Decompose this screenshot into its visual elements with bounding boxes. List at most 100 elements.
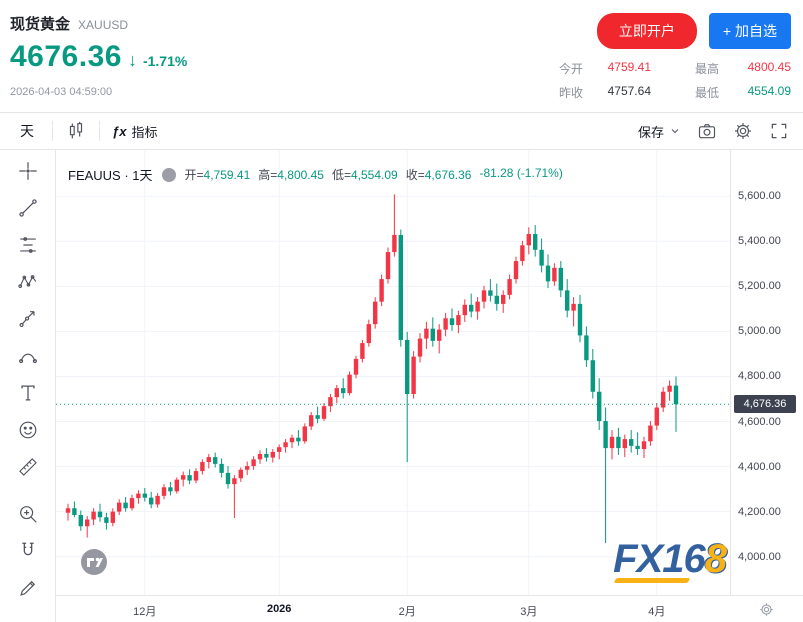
candlestick-style-icon[interactable] xyxy=(65,120,87,142)
tradingview-logo-icon[interactable] xyxy=(80,548,108,581)
candle-up xyxy=(283,439,288,453)
ruler-icon[interactable] xyxy=(12,452,44,482)
candle-up xyxy=(417,333,423,363)
candle-down xyxy=(577,294,583,343)
add-watchlist-button[interactable]: + 加自选 xyxy=(708,13,791,49)
candlestick-chart[interactable] xyxy=(56,150,730,595)
candle-up xyxy=(193,468,199,484)
candle-up xyxy=(206,453,211,469)
price-down-arrow-icon: ↓ xyxy=(127,50,137,70)
candle-up xyxy=(520,240,525,266)
candle-up xyxy=(622,434,627,458)
candle-down xyxy=(539,238,544,273)
candle-up xyxy=(129,494,135,511)
last-price: 4676.36 xyxy=(10,40,122,73)
candle-up xyxy=(309,412,314,431)
candle-up xyxy=(552,263,557,286)
stat-prev-close-label: 昨收 xyxy=(559,86,584,100)
xabcd-pattern-icon[interactable] xyxy=(12,267,44,297)
chart-plot[interactable]: FEAUUS · 1天 开=4,759.41 高=4,800.45 低=4,554.… xyxy=(56,150,730,595)
ohlc-item: 开=4,759.41 xyxy=(184,168,251,182)
camera-icon[interactable] xyxy=(697,121,717,141)
candle-down xyxy=(488,279,493,302)
interval-button[interactable]: 天 xyxy=(14,118,40,144)
candle-up xyxy=(65,503,71,521)
stat-prev-close: 昨收 4757.64 xyxy=(559,84,651,101)
candle-down xyxy=(430,317,435,347)
axis-corner xyxy=(730,595,803,622)
emoji-icon[interactable] xyxy=(12,415,44,445)
forecast-icon[interactable] xyxy=(12,304,44,334)
price-axis-label: 4,400.00 xyxy=(738,460,781,473)
chart-legend: FEAUUS · 1天 开=4,759.41 高=4,800.45 低=4,554.… xyxy=(68,165,563,184)
candle-down xyxy=(629,430,634,453)
open-account-button[interactable]: 立即开户 xyxy=(596,13,697,49)
crosshair-icon[interactable] xyxy=(12,156,44,186)
zoom-in-icon[interactable] xyxy=(12,499,44,529)
candle-up xyxy=(411,351,416,399)
pencil-icon[interactable] xyxy=(12,573,44,603)
symbol-name: 现货黄金 xyxy=(10,16,71,33)
chart-main: FEAUUS · 1天 开=4,759.41 高=4,800.45 低=4,554.… xyxy=(0,150,803,622)
save-label: 保存 xyxy=(637,124,664,140)
candle-up xyxy=(245,461,250,476)
legend-visibility-toggle[interactable] xyxy=(161,167,176,182)
stat-prev-close-value: 4757.64 xyxy=(607,84,651,98)
ohlc-item: 收=4,676.36 xyxy=(405,168,472,182)
quote-header: 现货黄金 XAUUSD 立即开户 + 加自选 4676.36 ↓ -1.71% … xyxy=(0,0,803,112)
magnet-icon[interactable] xyxy=(12,536,44,566)
candle-up xyxy=(456,310,461,334)
ohlc-item: -81.28 (-1.71%) xyxy=(479,166,563,180)
candle-up xyxy=(385,247,391,284)
candle-down xyxy=(584,326,589,367)
candle-up xyxy=(347,371,352,396)
candle-up xyxy=(270,448,275,463)
indicators-button[interactable]: ƒx 指标 xyxy=(112,122,157,141)
candle-up xyxy=(481,285,487,309)
fullscreen-icon[interactable] xyxy=(769,121,789,141)
settings-gear-icon[interactable] xyxy=(733,121,753,141)
candle-down xyxy=(264,448,269,462)
trend-line-icon[interactable] xyxy=(12,193,44,223)
toolbar-separator xyxy=(52,121,53,141)
candle-down xyxy=(97,503,103,522)
arc-icon[interactable] xyxy=(12,341,44,371)
watermark-eight: 8 xyxy=(704,537,727,581)
chevron-down-icon xyxy=(671,129,679,134)
candle-up xyxy=(366,319,371,347)
candle-up xyxy=(91,508,96,526)
fib-retracement-icon[interactable] xyxy=(12,230,44,260)
candle-up xyxy=(379,274,384,307)
price-axis-label: 4,200.00 xyxy=(738,505,781,518)
current-price-badge: 4,676.36 xyxy=(734,395,796,414)
price-axis[interactable]: 4,676.36 5,600.00 5,400.00 5,200.00 5,000.0… xyxy=(730,150,803,595)
candle-up xyxy=(200,459,205,475)
candle-down xyxy=(78,510,83,531)
quote-stats: 今开 4759.41 最高 4800.45 昨收 4757.64 最低 4554… xyxy=(559,60,791,101)
candle-down xyxy=(558,261,563,298)
time-axis-label: 2月 xyxy=(398,606,416,618)
candle-up xyxy=(648,421,653,446)
chart-area: FEAUUS · 1天 开=4,759.41 高=4,800.45 低=4,554.… xyxy=(56,150,803,622)
candle-down xyxy=(616,427,621,455)
candle-down xyxy=(296,430,301,446)
save-button[interactable]: 保存 xyxy=(638,122,681,141)
watermark-text: FX16 xyxy=(613,537,706,581)
candle-down xyxy=(494,283,499,311)
candle-down xyxy=(449,308,455,331)
candle-up xyxy=(302,423,307,444)
candle-up xyxy=(513,256,519,284)
candle-up xyxy=(155,493,160,508)
text-tool-icon[interactable] xyxy=(12,378,44,408)
candle-down xyxy=(565,279,570,318)
candle-down xyxy=(635,432,640,455)
candle-up xyxy=(654,403,659,431)
price-axis-label: 4,600.00 xyxy=(738,415,781,428)
axis-settings-icon[interactable] xyxy=(759,602,774,617)
time-axis[interactable]: 12月 2026 2月 3月 4月 xyxy=(56,595,730,622)
candle-up xyxy=(277,444,282,460)
change-percent: -1.71% xyxy=(142,53,188,69)
candle-up xyxy=(667,380,672,401)
price-row: 4676.36 ↓ -1.71% xyxy=(10,40,187,74)
candle-down xyxy=(72,501,77,518)
